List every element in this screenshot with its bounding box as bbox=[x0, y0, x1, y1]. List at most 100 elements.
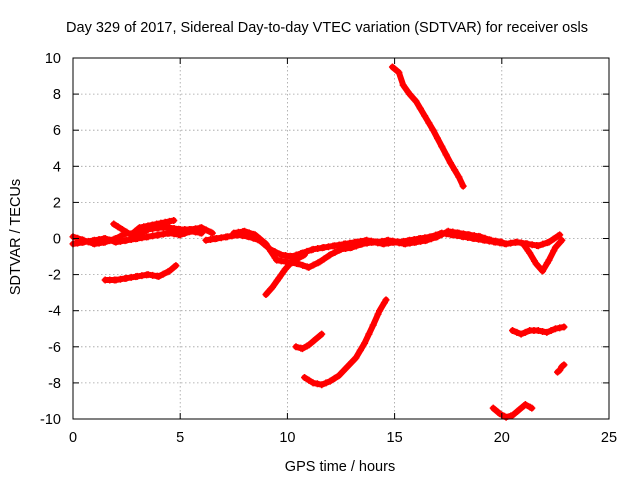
data-point-marker bbox=[305, 263, 313, 271]
y-tick-label: 0 bbox=[53, 232, 61, 248]
data-point-marker bbox=[133, 272, 141, 280]
data-point-marker bbox=[256, 235, 264, 243]
data-point-marker bbox=[551, 325, 559, 333]
data-point-marker bbox=[138, 234, 146, 242]
data-point-marker bbox=[309, 261, 317, 269]
data-point-marker bbox=[433, 233, 441, 241]
data-point-marker bbox=[198, 229, 206, 237]
data-point-marker bbox=[112, 238, 120, 246]
data-point-marker bbox=[277, 257, 285, 265]
data-point-marker bbox=[155, 272, 163, 280]
data-point-marker bbox=[376, 307, 384, 315]
data-point-marker bbox=[443, 228, 451, 236]
data-point-marker bbox=[148, 221, 156, 229]
data-point-marker bbox=[502, 413, 510, 421]
data-point-marker bbox=[446, 159, 454, 167]
data-point-marker bbox=[545, 256, 553, 264]
data-point-marker bbox=[556, 231, 564, 239]
data-point-marker bbox=[539, 327, 547, 335]
data-point-marker bbox=[320, 244, 328, 252]
data-point-marker bbox=[202, 226, 210, 234]
data-point-marker bbox=[301, 251, 309, 259]
data-point-marker bbox=[298, 345, 306, 353]
data-point-marker bbox=[95, 236, 103, 244]
data-point-marker bbox=[423, 236, 431, 244]
data-point-marker bbox=[519, 240, 527, 248]
data-point-marker bbox=[133, 235, 141, 242]
axis-ticks: 0 5 10 15 20 25 -10 -8 -6 -4 -2 0 2 4 6 8 10 bbox=[40, 51, 617, 446]
data-point-marker bbox=[161, 218, 169, 226]
data-point-marker bbox=[309, 245, 317, 253]
data-point-marker bbox=[339, 367, 347, 375]
data-point-marker bbox=[476, 233, 484, 241]
data-point-marker bbox=[149, 271, 157, 279]
y-tick-label: -10 bbox=[40, 412, 61, 428]
data-point-marker bbox=[331, 242, 339, 250]
data-point-marker bbox=[545, 238, 553, 246]
data-point-marker bbox=[335, 246, 343, 254]
data-point-marker bbox=[159, 270, 167, 278]
y-tick-label: -2 bbox=[48, 268, 61, 284]
data-point-marker bbox=[438, 230, 446, 238]
data-point-marker bbox=[558, 236, 566, 244]
data-point-marker bbox=[165, 267, 173, 275]
data-point-marker bbox=[305, 376, 313, 384]
x-axis-label: GPS time / hours bbox=[285, 459, 395, 475]
data-point-marker bbox=[118, 225, 126, 233]
data-point-marker bbox=[165, 229, 173, 237]
data-point-marker bbox=[556, 366, 564, 374]
data-point-marker bbox=[292, 343, 300, 351]
y-tick-label: 8 bbox=[53, 87, 61, 103]
data-point-marker bbox=[401, 240, 409, 248]
data-point-marker bbox=[560, 361, 568, 369]
data-point-marker bbox=[155, 231, 163, 239]
data-point-marker bbox=[492, 237, 500, 245]
data-point-marker bbox=[459, 182, 467, 190]
data-point-marker bbox=[301, 373, 309, 381]
series-band bbox=[554, 361, 567, 376]
data-point-marker bbox=[106, 236, 114, 244]
data-point-marker bbox=[251, 231, 259, 239]
data-point-marker bbox=[560, 323, 568, 331]
data-point-marker bbox=[74, 239, 82, 247]
data-point-marker bbox=[80, 238, 88, 246]
data-point-marker bbox=[335, 372, 343, 380]
data-point-marker bbox=[532, 260, 540, 268]
data-point-marker bbox=[433, 134, 441, 142]
data-point-marker bbox=[318, 381, 326, 389]
y-tick-label: -6 bbox=[48, 340, 61, 356]
data-point-marker bbox=[84, 237, 92, 245]
data-point-marker bbox=[217, 234, 225, 242]
data-point-marker bbox=[164, 268, 172, 276]
data-point-marker bbox=[412, 238, 420, 246]
data-point-marker bbox=[460, 230, 468, 238]
data-point-marker bbox=[159, 230, 167, 238]
data-point-marker bbox=[273, 256, 281, 264]
data-point-marker bbox=[172, 262, 180, 270]
data-point-marker bbox=[277, 251, 285, 259]
data-point-marker bbox=[241, 227, 249, 235]
data-point-marker bbox=[325, 252, 333, 260]
data-point-marker bbox=[412, 97, 420, 105]
data-point-marker bbox=[320, 255, 328, 263]
data-point-marker bbox=[305, 341, 313, 349]
data-point-marker bbox=[123, 274, 131, 282]
data-point-marker bbox=[444, 227, 452, 235]
data-point-marker bbox=[551, 244, 559, 252]
data-point-marker bbox=[342, 245, 350, 253]
data-point-marker bbox=[374, 239, 382, 247]
y-tick-label: -4 bbox=[48, 304, 61, 320]
data-point-marker bbox=[313, 380, 321, 388]
y-tick-label: 10 bbox=[45, 51, 61, 67]
data-point-marker bbox=[324, 243, 332, 251]
data-point-marker bbox=[517, 330, 525, 338]
data-point-marker bbox=[127, 231, 135, 239]
data-point-marker bbox=[384, 239, 392, 247]
data-point-marker bbox=[314, 259, 322, 267]
data-point-marker bbox=[262, 240, 270, 248]
data-point-marker bbox=[260, 239, 268, 247]
data-point-marker bbox=[114, 223, 122, 231]
data-point-marker bbox=[470, 232, 478, 240]
data-point-marker bbox=[234, 228, 242, 236]
data-point-marker bbox=[275, 274, 283, 282]
